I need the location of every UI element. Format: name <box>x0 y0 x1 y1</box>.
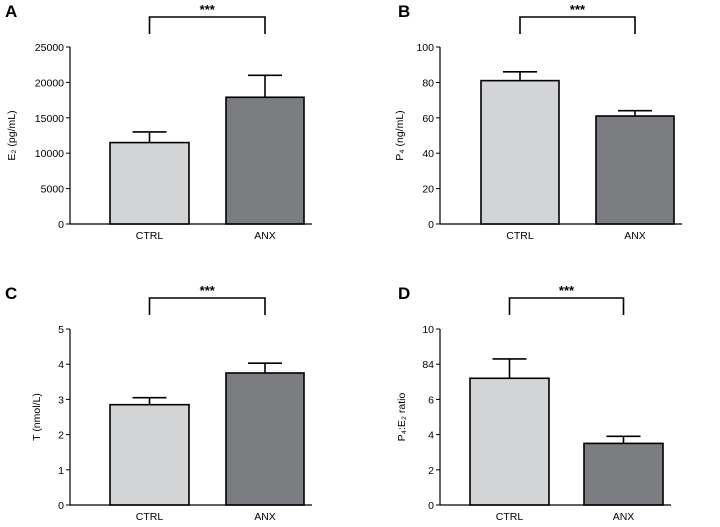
y-axis-label: P₄:E₂ ratio <box>396 393 408 442</box>
significance-label: *** <box>200 283 216 298</box>
y-tick-label: 84 <box>422 359 434 371</box>
significance-label: *** <box>200 2 216 17</box>
y-tick-label: 1 <box>58 465 64 477</box>
panel-c: C 0 1 2 3 4 5 T (nmol/L) CTRL ANX *** <box>5 283 312 523</box>
panel-letter-d: D <box>398 284 410 303</box>
bar-anx <box>595 115 675 225</box>
panel-letter-b: B <box>398 2 410 21</box>
category-label-ctrl: CTRL <box>136 230 164 242</box>
bar-anx <box>225 372 305 506</box>
y-tick-label: 0 <box>428 219 434 231</box>
y-tick-label: 20000 <box>35 77 64 89</box>
y-tick-label: 60 <box>422 113 434 125</box>
y-tick-label: 80 <box>422 77 434 89</box>
panel-letter-c: C <box>5 284 17 303</box>
y-tick-label: 10000 <box>35 148 64 160</box>
y-tick-label: 20 <box>422 184 434 196</box>
panel-letter-a: A <box>5 2 17 21</box>
significance-label: *** <box>570 2 586 17</box>
category-label-anx: ANX <box>613 511 635 523</box>
y-tick-label: 0 <box>58 219 64 231</box>
y-tick-label: 4 <box>58 359 64 371</box>
y-tick-label: 2 <box>428 465 434 477</box>
y-tick-label: 40 <box>422 148 434 160</box>
category-label-ctrl: CTRL <box>496 511 524 523</box>
y-axis-label: E₂ (pg/mL) <box>6 110 18 160</box>
panel-b: B 0 20 40 60 80 100 P₄ (ng/mL) CTRL ANX *** <box>394 2 682 242</box>
bar-anx <box>225 96 305 225</box>
y-tick-label: 100 <box>416 42 434 54</box>
bar-anx <box>583 442 664 506</box>
y-tick-label: 25000 <box>35 42 64 54</box>
y-axis-label: P₄ (ng/mL) <box>394 110 406 160</box>
bar-ctrl <box>469 377 550 506</box>
bar-ctrl <box>109 141 190 225</box>
category-label-ctrl: CTRL <box>506 230 534 242</box>
y-tick-label: 3 <box>58 394 64 406</box>
significance-bracket <box>148 297 266 315</box>
y-tick-label: 2 <box>58 430 64 442</box>
y-axis-label: T (nmol/L) <box>31 393 43 441</box>
category-label-ctrl: CTRL <box>136 511 164 523</box>
y-tick-label: 5000 <box>41 184 65 196</box>
panel-d: D 0 2 4 6 84 10 P₄:E₂ ratio CTRL ANX *** <box>396 283 671 523</box>
y-tick-label: 0 <box>428 500 434 512</box>
bar-ctrl <box>109 403 190 506</box>
category-label-anx: ANX <box>254 511 276 523</box>
y-tick-label: 0 <box>58 500 64 512</box>
y-tick-label: 6 <box>428 394 434 406</box>
bar-ctrl <box>480 79 560 225</box>
significance-bracket <box>148 16 266 34</box>
panel-a: A 0 5000 10000 15000 20000 25000 E₂ (pg/mL) CTRL… <box>5 2 312 242</box>
significance-bracket <box>519 16 636 34</box>
y-tick-label: 4 <box>428 430 434 442</box>
y-tick-label: 5 <box>58 324 64 336</box>
y-tick-label: 10 <box>422 324 434 336</box>
category-label-anx: ANX <box>624 230 646 242</box>
significance-bracket <box>508 297 625 315</box>
category-label-anx: ANX <box>254 230 276 242</box>
y-tick-label: 15000 <box>35 113 64 125</box>
significance-label: *** <box>559 283 575 298</box>
